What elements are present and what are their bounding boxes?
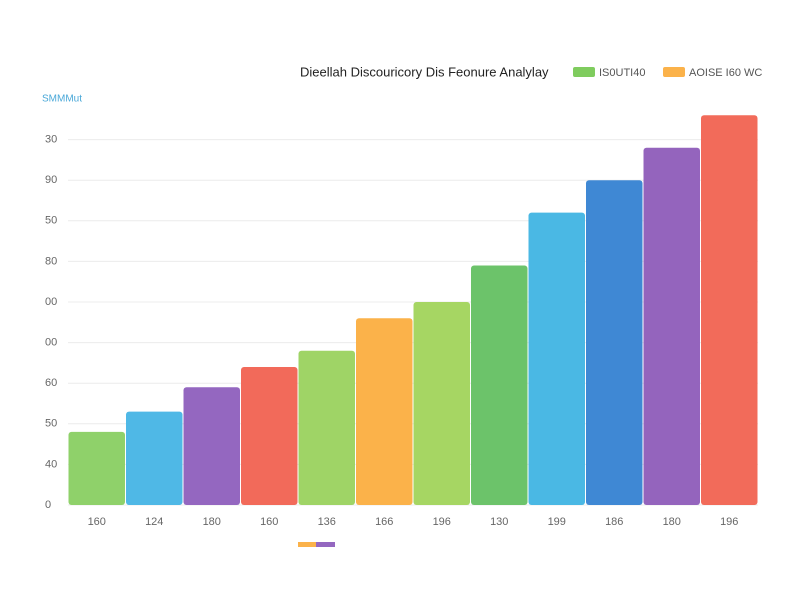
- y-tick-label: 0: [45, 499, 51, 511]
- y-axis-label: SMMMut: [42, 94, 82, 105]
- bar: [356, 318, 413, 505]
- x-tick-label: 160: [260, 516, 278, 528]
- x-tick-label: 124: [145, 516, 163, 528]
- y-tick-label: 00: [45, 337, 57, 349]
- bar: [413, 302, 470, 505]
- y-tick-label: 50: [45, 215, 57, 227]
- x-tick-label: 196: [433, 516, 451, 528]
- legend-swatch: [573, 67, 595, 77]
- bar: [701, 115, 758, 506]
- x-tick-label: 199: [548, 516, 566, 528]
- y-tick-label: 80: [45, 255, 57, 267]
- y-tick-label: 00: [45, 296, 57, 308]
- legend-label: AOISE I60 WC: [689, 67, 762, 79]
- x-tick-label: 186: [605, 516, 623, 528]
- bar: [471, 265, 528, 505]
- bar: [183, 387, 240, 505]
- bar: [298, 350, 355, 505]
- x-tick-label: 160: [88, 516, 106, 528]
- x-tick-label: 130: [490, 516, 508, 528]
- x-tick-label: 166: [375, 516, 393, 528]
- y-tick-label: 30: [45, 134, 57, 146]
- x-tick-label: 196: [720, 516, 738, 528]
- bar: [68, 431, 125, 505]
- y-tick-label: 40: [45, 458, 57, 470]
- y-tick-label: 60: [45, 377, 57, 389]
- legend-swatch: [663, 67, 685, 77]
- bar: [643, 147, 700, 505]
- bar: [586, 180, 643, 505]
- bar: [241, 366, 298, 505]
- y-tick-label: 50: [45, 418, 57, 430]
- bar: [528, 212, 585, 505]
- bar: [126, 411, 183, 505]
- legend-label: IS0UTI40: [599, 67, 645, 79]
- x-tick-label: 136: [318, 516, 336, 528]
- chart-title: Dieellah Discouricory Dis Feonure Analyl…: [300, 64, 549, 79]
- x-tick-label: 180: [663, 516, 681, 528]
- legend-decoration: [316, 542, 335, 547]
- x-tick-label: 180: [203, 516, 221, 528]
- legend-decoration: [298, 542, 316, 547]
- y-tick-label: 90: [45, 174, 57, 186]
